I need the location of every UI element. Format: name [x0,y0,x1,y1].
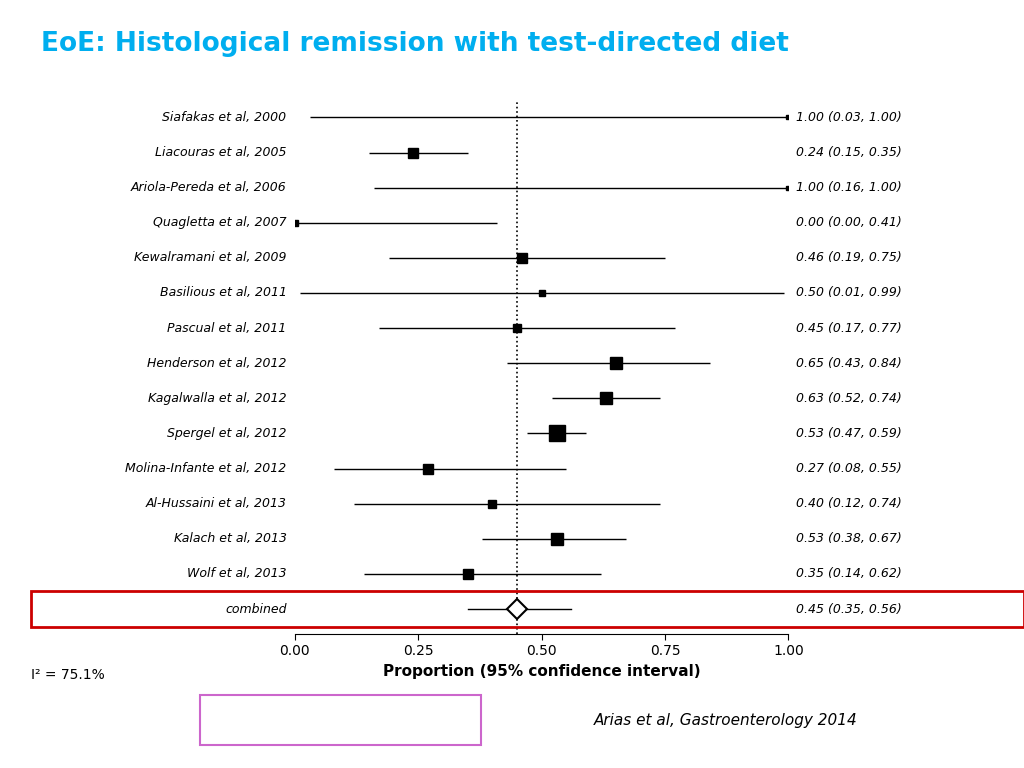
Text: Henderson et al, 2012: Henderson et al, 2012 [147,356,287,369]
Text: Spergel et al, 2012: Spergel et al, 2012 [167,427,287,440]
Text: 0.53 (0.38, 0.67): 0.53 (0.38, 0.67) [797,532,902,545]
Text: EoE: Histological remission with test-directed diet: EoE: Histological remission with test-di… [41,31,788,57]
Text: Children: 48%, Adults: 32%: Children: 48%, Adults: 32% [227,711,454,729]
Text: 0.53 (0.47, 0.59): 0.53 (0.47, 0.59) [797,427,902,440]
Text: 0.46 (0.19, 0.75): 0.46 (0.19, 0.75) [797,251,902,264]
Text: Quagletta et al, 2007: Quagletta et al, 2007 [153,217,287,229]
Text: 0.45 (0.35, 0.56): 0.45 (0.35, 0.56) [797,603,902,615]
Text: Siafakas et al, 2000: Siafakas et al, 2000 [163,111,287,124]
Text: 0.00 (0.00, 0.41): 0.00 (0.00, 0.41) [797,217,902,229]
Text: Basilious et al, 2011: Basilious et al, 2011 [160,286,287,300]
Text: Wolf et al, 2013: Wolf et al, 2013 [187,568,287,581]
Text: Al-Hussaini et al, 2013: Al-Hussaini et al, 2013 [145,497,287,510]
Text: Pascual et al, 2011: Pascual et al, 2011 [167,322,287,335]
Text: 1.00 (0.03, 1.00): 1.00 (0.03, 1.00) [797,111,902,124]
Text: 0.24 (0.15, 0.35): 0.24 (0.15, 0.35) [797,146,902,159]
Text: 0.35 (0.14, 0.62): 0.35 (0.14, 0.62) [797,568,902,581]
Text: Ariola-Pereda et al, 2006: Ariola-Pereda et al, 2006 [131,181,287,194]
Text: 1.00 (0.16, 1.00): 1.00 (0.16, 1.00) [797,181,902,194]
Text: Kalach et al, 2013: Kalach et al, 2013 [174,532,287,545]
Text: Kagalwalla et al, 2012: Kagalwalla et al, 2012 [148,392,287,405]
Text: 0.65 (0.43, 0.84): 0.65 (0.43, 0.84) [797,356,902,369]
Text: 0.63 (0.52, 0.74): 0.63 (0.52, 0.74) [797,392,902,405]
Text: 0.40 (0.12, 0.74): 0.40 (0.12, 0.74) [797,497,902,510]
Text: Liacouras et al, 2005: Liacouras et al, 2005 [155,146,287,159]
Text: combined: combined [225,603,287,615]
Text: Kewalramani et al, 2009: Kewalramani et al, 2009 [134,251,287,264]
Text: I² = 75.1%: I² = 75.1% [31,668,104,682]
Text: 0.27 (0.08, 0.55): 0.27 (0.08, 0.55) [797,462,902,475]
X-axis label: Proportion (95% confidence interval): Proportion (95% confidence interval) [383,664,700,679]
Text: Molina-Infante et al, 2012: Molina-Infante et al, 2012 [125,462,287,475]
Text: 0.50 (0.01, 0.99): 0.50 (0.01, 0.99) [797,286,902,300]
Text: Arias et al, Gastroenterology 2014: Arias et al, Gastroenterology 2014 [594,713,858,727]
Text: 0.45 (0.17, 0.77): 0.45 (0.17, 0.77) [797,322,902,335]
